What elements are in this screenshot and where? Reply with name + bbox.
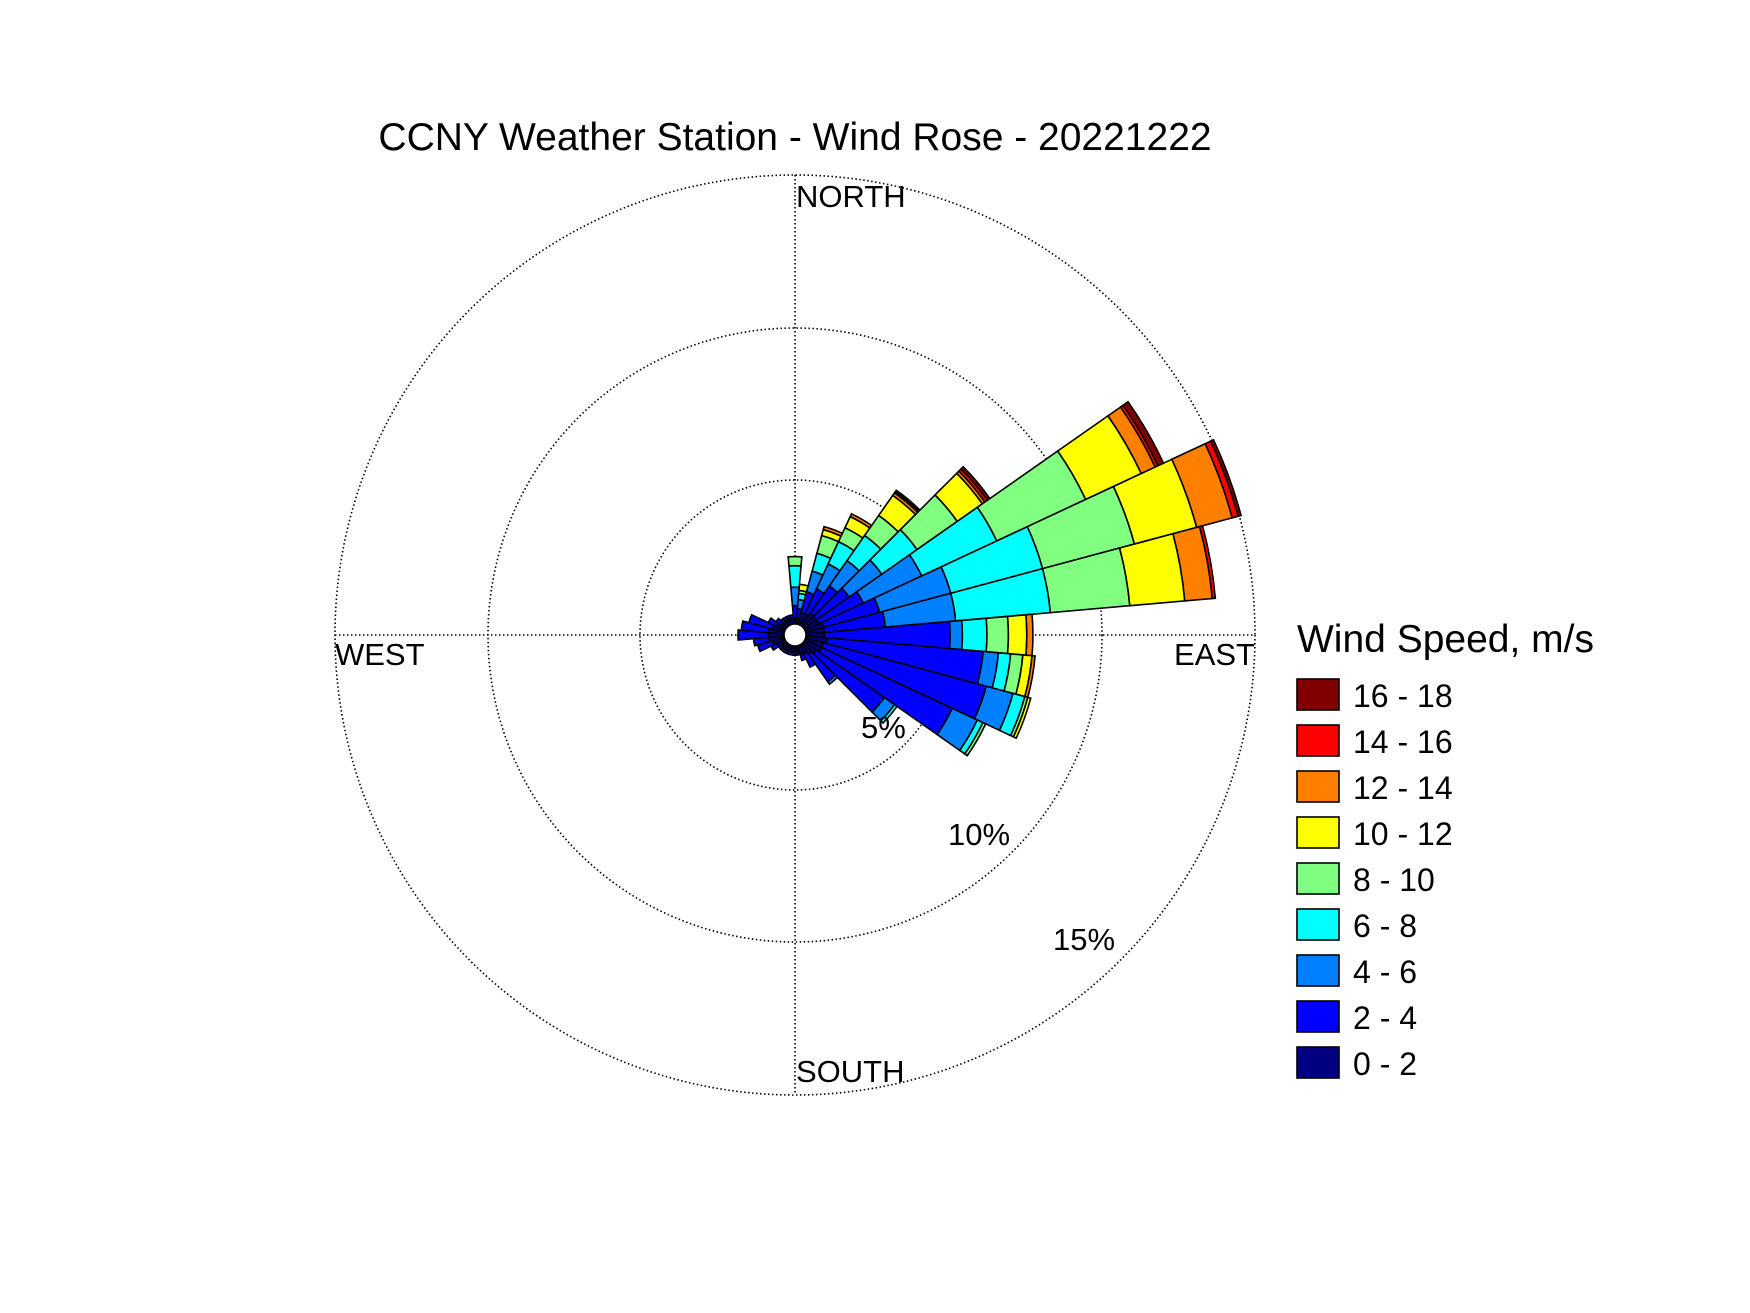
- legend-label-14-16: 14 - 16: [1353, 724, 1453, 760]
- bar-dir-160-speed-2-4: [799, 652, 808, 662]
- legend-swatch-8-10: [1296, 862, 1340, 895]
- wind-rose-bars: [737, 400, 1243, 757]
- bar-dir-90-speed-4-6: [948, 619, 964, 651]
- legend-label-16-18: 16 - 18: [1353, 678, 1453, 714]
- ring-labels: 5% 10% 15%: [861, 710, 1115, 957]
- legend-swatch-2-4: [1296, 1000, 1340, 1033]
- bar-dir-80-speed-14-16: [1198, 524, 1217, 600]
- ring-label-5: 5%: [861, 710, 906, 745]
- calm-center-circle: [783, 623, 807, 647]
- bar-dir-310-speed-2-4: [774, 617, 785, 627]
- direction-label-east: EAST: [1174, 637, 1255, 672]
- direction-label-north: NORTH: [796, 179, 906, 214]
- bar-dir-90-speed-10-12: [1006, 613, 1028, 657]
- ring-label-10: 10%: [948, 817, 1010, 852]
- direction-label-south: SOUTH: [796, 1054, 905, 1089]
- chart-title: CCNY Weather Station - Wind Rose - 20221…: [378, 116, 1211, 159]
- legend-swatch-0-2: [1296, 1046, 1340, 1079]
- legend-swatch-4-6: [1296, 954, 1340, 987]
- legend: Wind Speed, m/s 16 - 18 14 - 16 12 - 14 10 …: [1296, 618, 1594, 1082]
- direction-label-west: WEST: [335, 637, 425, 672]
- legend-title: Wind Speed, m/s: [1297, 618, 1594, 661]
- bar-dir-280-speed-2-4: [740, 620, 771, 634]
- bar-dir-0-speed-0-2: [792, 617, 798, 625]
- legend-swatch-10-12: [1296, 816, 1340, 849]
- bar-dir-90-speed-8-10: [985, 615, 1010, 655]
- bar-dir-300-speed-2-4: [767, 617, 780, 628]
- legend-label-2-4: 2 - 4: [1353, 1000, 1417, 1036]
- bar-dir-120-speed-8-10: [963, 721, 987, 757]
- legend-label-10-12: 10 - 12: [1353, 816, 1453, 852]
- bar-dir-140-speed-4-6: [826, 674, 839, 686]
- legend-swatch-16-18: [1296, 678, 1340, 711]
- legend-swatch-12-14: [1296, 770, 1340, 803]
- bar-dir-150-speed-2-4: [802, 650, 817, 669]
- legend-label-0-2: 0 - 2: [1353, 1046, 1417, 1082]
- direction-labels: NORTH EAST SOUTH WEST: [335, 179, 1255, 1089]
- bar-dir-70-speed-16-18: [1209, 438, 1243, 518]
- bar-dir-0-speed-6-8: [788, 564, 802, 589]
- bar-dir-0-speed-2-4: [791, 604, 799, 619]
- bar-dir-0-speed-4-6: [789, 586, 801, 607]
- legend-swatch-6-8: [1296, 908, 1340, 941]
- bar-dir-290-speed-2-4: [747, 613, 775, 630]
- legend-label-12-14: 12 - 14: [1353, 770, 1453, 806]
- legend-label-4-6: 4 - 6: [1353, 954, 1417, 990]
- ring-label-15: 15%: [1053, 922, 1115, 957]
- legend-swatch-14-16: [1296, 724, 1340, 757]
- bar-dir-90-speed-12-14: [1025, 613, 1034, 657]
- bar-dir-90-speed-6-8: [960, 617, 988, 653]
- bar-dir-110-speed-10-12: [1012, 696, 1032, 740]
- legend-label-6-8: 6 - 8: [1353, 908, 1417, 944]
- legend-label-8-10: 8 - 10: [1353, 862, 1435, 898]
- bar-dir-0-speed-8-10: [787, 555, 803, 567]
- bar-dir-130-speed-6-8: [879, 703, 899, 725]
